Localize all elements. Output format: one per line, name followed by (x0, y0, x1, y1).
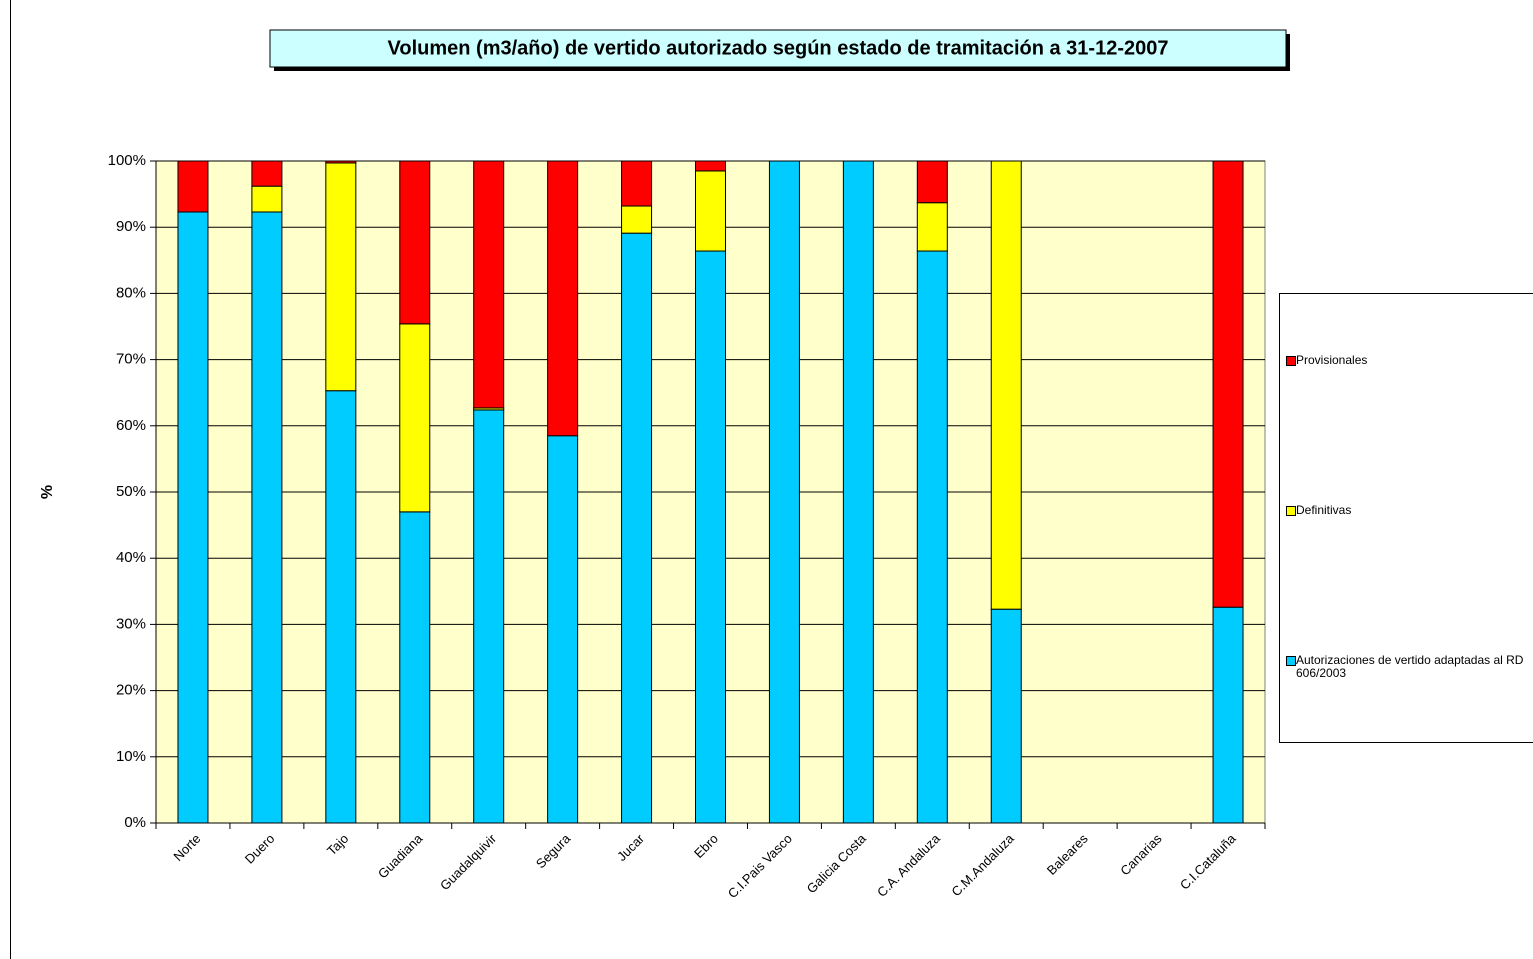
x-tick-label: Duero (242, 831, 278, 867)
legend: Provisionales Definitivas Autorizaciones d… (1279, 293, 1533, 743)
y-tick-label: 20% (116, 682, 146, 699)
bar-segment (1212, 160, 1244, 608)
bar-segment (399, 323, 431, 513)
x-tick-label: Galicia Costa (804, 830, 870, 896)
bar-segment (251, 185, 283, 213)
bar-segment (399, 511, 431, 824)
x-tick-label: Guadiana (375, 830, 426, 881)
bar-segment (177, 211, 209, 824)
bar-segment (177, 160, 209, 213)
legend-item: Autorizaciones de vertido adaptadas al R… (1286, 653, 1533, 680)
x-tick-label: Segura (533, 830, 574, 871)
bar-segment (547, 435, 579, 824)
y-tick-label: 90% (116, 218, 146, 235)
bar-segment (473, 409, 505, 824)
legend-label: Definitivas (1296, 503, 1352, 517)
legend-item: Definitivas (1286, 503, 1533, 517)
y-tick-label: 50% (116, 483, 146, 500)
bar-segment (916, 160, 948, 204)
y-tick-label: 30% (116, 615, 146, 632)
bar-segment (916, 202, 948, 252)
bar-segment (325, 162, 357, 392)
bar-segment (251, 211, 283, 824)
bar-segment (325, 390, 357, 824)
x-tick-label: C.I.Pais Vasco (725, 831, 795, 901)
bar-segment (916, 250, 948, 824)
bar-segment (842, 160, 874, 824)
bar-segment (399, 160, 431, 325)
x-tick-label: Baleares (1044, 831, 1091, 878)
y-axis-label: % (39, 485, 56, 499)
bar-segment (621, 205, 653, 234)
x-tick-label: Tajo (324, 831, 351, 858)
y-tick-label: 70% (116, 351, 146, 368)
bar-segment (473, 160, 505, 409)
legend-swatch (1286, 506, 1296, 516)
bar-segment (1212, 606, 1244, 824)
chart-title: Volumen (m3/año) de vertido autorizado s… (388, 37, 1169, 59)
y-tick-label: 10% (116, 748, 146, 765)
x-tick-label: Jucar (614, 830, 648, 864)
x-tick-label: C.M.Andaluza (948, 830, 1017, 899)
x-tick-label: C.A. Andaluza (874, 830, 943, 899)
y-tick-label: 100% (108, 152, 146, 169)
legend-label: Provisionales (1296, 353, 1368, 367)
bar-segment (251, 160, 283, 187)
y-tick-label: 60% (116, 417, 146, 434)
bar-segment (695, 250, 726, 824)
x-tick-label: C.I.Cataluña (1177, 830, 1239, 892)
y-tick-label: 0% (124, 814, 146, 831)
bar-segment (621, 232, 653, 824)
x-tick-label: Norte (170, 831, 203, 864)
bar-segment (990, 608, 1022, 824)
bar-segment (547, 160, 579, 437)
y-tick-label: 40% (116, 549, 146, 566)
legend-label: Autorizaciones de vertido adaptadas al R… (1296, 653, 1524, 680)
legend-swatch (1286, 356, 1296, 366)
legend-item: Provisionales (1286, 353, 1533, 367)
bar-segment (695, 160, 726, 172)
title-box (269, 29, 1287, 68)
bar-segment (990, 160, 1022, 610)
bar-segment (695, 170, 726, 252)
bar-segment (768, 160, 800, 824)
bar-segment (621, 160, 653, 207)
x-tick-label: Ebro (691, 831, 721, 861)
x-tick-label: Canarias (1117, 831, 1165, 879)
x-tick-label: Guadalquivir (437, 830, 500, 893)
bar-segment (325, 160, 357, 164)
legend-swatch (1286, 656, 1296, 666)
y-tick-label: 80% (116, 284, 146, 301)
